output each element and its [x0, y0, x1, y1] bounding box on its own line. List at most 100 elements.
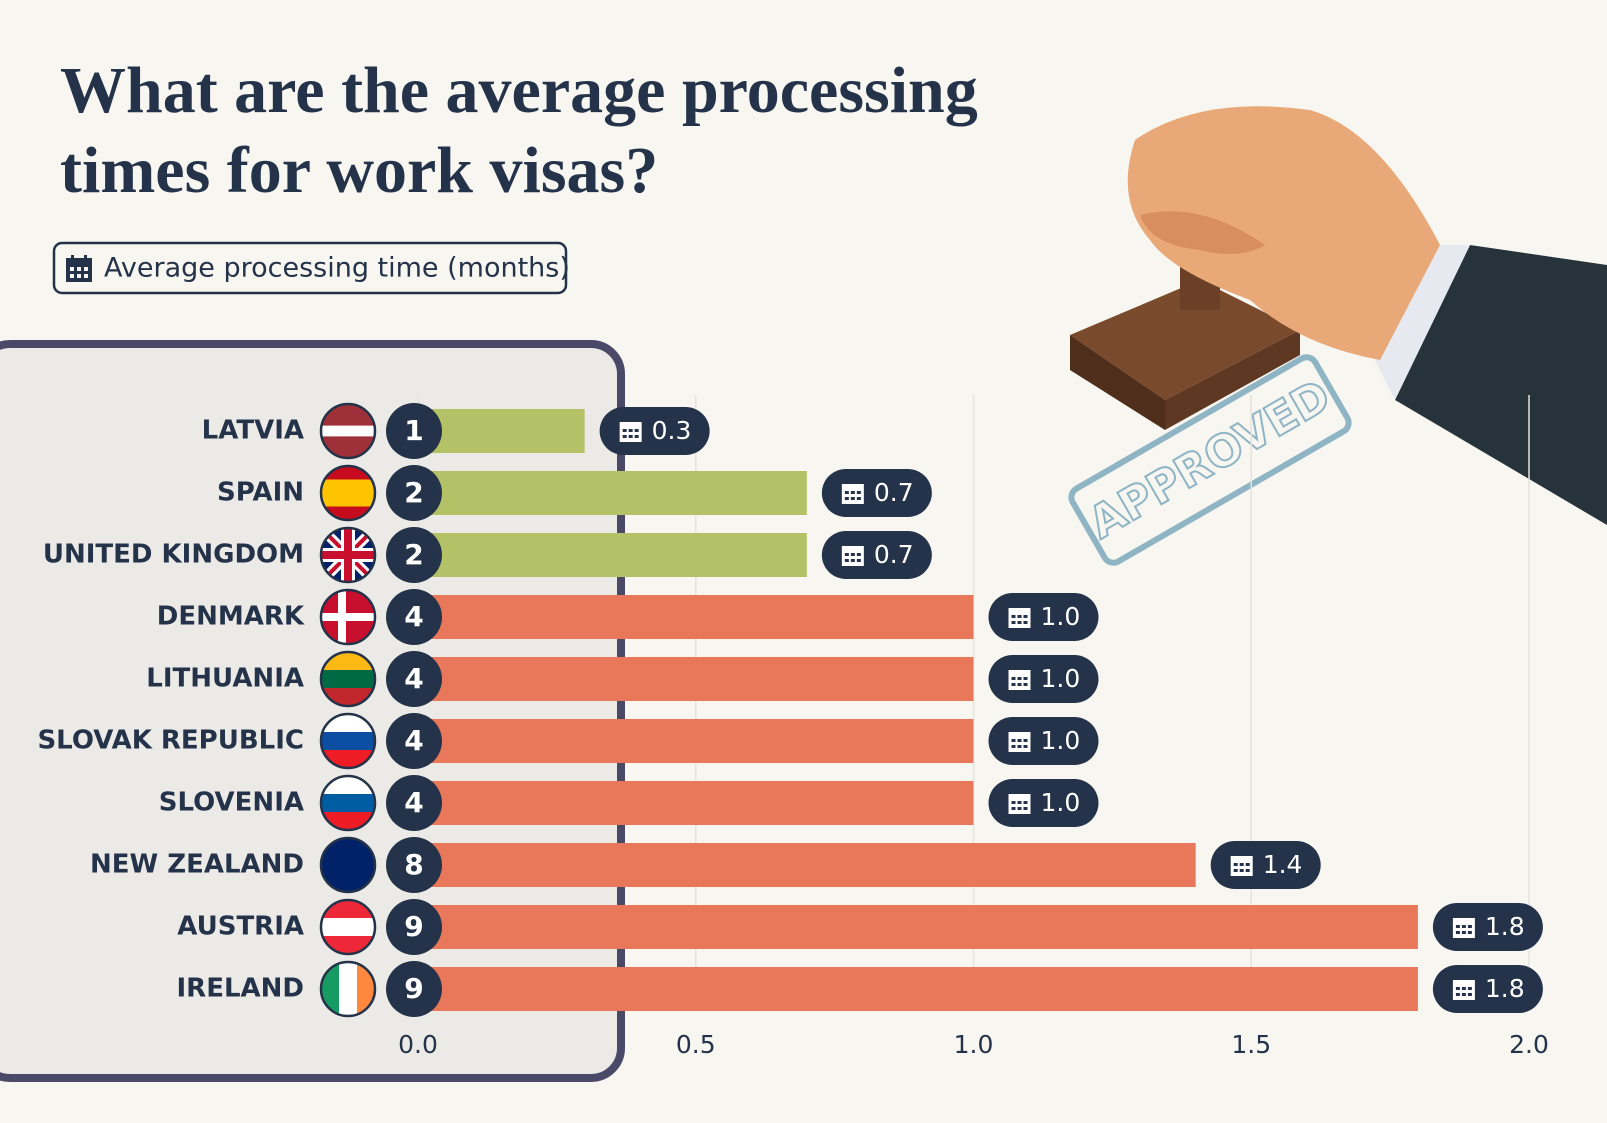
rank-label: 2 [404, 538, 423, 571]
icon-cell [1023, 683, 1028, 686]
legend: Average processing time (months) [52, 241, 570, 295]
bar [418, 409, 585, 453]
icon-cell [622, 435, 627, 438]
value-pill [1432, 903, 1543, 951]
rank-badge [386, 775, 442, 831]
icon-cell [850, 497, 855, 500]
icon-cell [1017, 621, 1022, 624]
icon-cell [1011, 807, 1016, 810]
icon-cell [1011, 683, 1016, 686]
flag-stripe [321, 404, 375, 416]
icon-cell [622, 429, 627, 432]
rank-label: 9 [404, 972, 423, 1005]
rank-badge [386, 589, 442, 645]
bar [418, 595, 974, 639]
icon-cell [628, 429, 633, 432]
rank-badge [386, 713, 442, 769]
value-pill [988, 593, 1099, 641]
icon-cell [634, 435, 639, 438]
flag-stripe [321, 425, 375, 437]
flag-border [319, 774, 377, 832]
value-pill [988, 655, 1099, 703]
rank-label: 4 [404, 662, 423, 695]
bar [418, 657, 974, 701]
icon-cell [1455, 925, 1460, 928]
flag-stripe [321, 436, 375, 448]
rank-label: 2 [404, 476, 423, 509]
rank-badge [386, 899, 442, 955]
icon-cell [1245, 863, 1250, 866]
flag [321, 528, 375, 582]
icon-cell [1467, 925, 1472, 928]
legend-label: Average processing time (months) [104, 253, 570, 284]
icon-cell [1017, 683, 1022, 686]
value-pill [821, 469, 932, 517]
icon-cell [1461, 987, 1466, 990]
flag-border [319, 588, 377, 646]
chart-title-line-2: times for work visas? [60, 134, 658, 207]
icon-cell [844, 497, 849, 500]
value-label: 1.0 [1041, 602, 1081, 631]
value-label: 1.0 [1041, 788, 1081, 817]
bar [418, 533, 807, 577]
value-label: 1.4 [1263, 850, 1303, 879]
rank-label: 9 [404, 910, 423, 943]
calendar-icon [1452, 980, 1475, 1000]
passport-panel [0, 340, 625, 1082]
icon-cell [1467, 931, 1472, 934]
value-pill [821, 531, 932, 579]
calendar-icon [66, 255, 92, 282]
icon-cell [1017, 801, 1022, 804]
category-label: NEW ZEALAND [90, 850, 304, 880]
bar [418, 471, 807, 515]
flag-border [319, 960, 377, 1018]
x-tick-label: 0.0 [398, 1030, 438, 1059]
rank-badge [386, 527, 442, 583]
icon-cell [634, 429, 639, 432]
category-label: SPAIN [217, 478, 304, 508]
category-label: SLOVAK REPUBLIC [37, 726, 304, 756]
rank-label: 4 [404, 786, 423, 819]
x-tick-label: 1.5 [1231, 1030, 1271, 1059]
icon-cell [850, 553, 855, 556]
flag-stripe [321, 414, 375, 427]
bar [418, 967, 1418, 1011]
icon-cell [1455, 993, 1460, 996]
icon-cell [1461, 925, 1466, 928]
flag-stripe [321, 918, 375, 937]
icon-cell [856, 553, 861, 556]
icon-cell [844, 491, 849, 494]
category-label: IRELAND [177, 974, 305, 1004]
icon-cell [1023, 677, 1028, 680]
flag-border [319, 712, 377, 770]
icon-cell [1461, 931, 1466, 934]
icon-cell [844, 559, 849, 562]
icon-cell [1233, 863, 1238, 866]
bar [418, 905, 1418, 949]
value-label: 0.7 [874, 540, 914, 569]
icon-cell [850, 491, 855, 494]
flag-border [319, 836, 377, 894]
icon-cell [856, 491, 861, 494]
chart-title-line-1: What are the average processing [60, 54, 978, 127]
flag-stripe [321, 838, 375, 892]
calendar-icon [1008, 794, 1031, 814]
icon-cell [1017, 677, 1022, 680]
icon-cell [1011, 677, 1016, 680]
calendar-icon [1452, 918, 1475, 938]
calendar-icon [619, 422, 642, 442]
bar [418, 719, 974, 763]
flag-stripe [321, 794, 375, 813]
icon-cell [1011, 739, 1016, 742]
x-tick-label: 1.0 [954, 1030, 994, 1059]
calendar-icon [1008, 608, 1031, 628]
icon-cell [856, 497, 861, 500]
icon-cell [1245, 869, 1250, 872]
calendar-icon [1230, 856, 1253, 876]
value-label: 1.8 [1485, 912, 1525, 941]
rank-badge [386, 651, 442, 707]
rank-badge [386, 403, 442, 459]
flag [321, 404, 375, 458]
flag [321, 838, 375, 892]
value-pill [988, 717, 1099, 765]
